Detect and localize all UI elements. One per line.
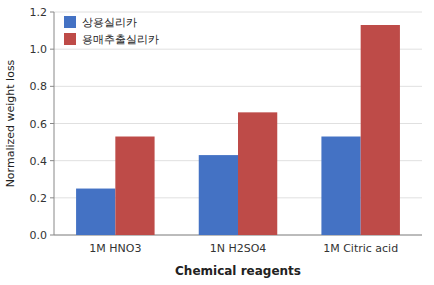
- y-tick-label: 0.8: [30, 80, 48, 93]
- legend-label: 상용실리카: [82, 16, 137, 29]
- x-tick-label: 1M Citric acid: [323, 242, 398, 255]
- y-tick-label: 1.0: [30, 43, 48, 56]
- y-axis-line: [54, 12, 55, 235]
- y-tick: [50, 49, 54, 50]
- bar: [321, 137, 360, 235]
- x-tick-label: 1M HNO3: [89, 242, 141, 255]
- bar: [361, 25, 400, 235]
- chart-container: 0.0 0.2 0.4 0.6 0.8 1.0 1.2 1M HNO3 1N H2SO4 1M C…: [0, 0, 434, 285]
- y-tick-label: 1.2: [30, 6, 48, 19]
- legend-label: 용매추출실리카: [82, 33, 159, 46]
- x-tick-label: 1N H2SO4: [210, 242, 267, 255]
- bars: [76, 25, 400, 235]
- legend-swatch: [64, 16, 76, 28]
- y-tick: [50, 235, 54, 236]
- chart-svg: 0.0 0.2 0.4 0.6 0.8 1.0 1.2 1M HNO3 1N H2SO4 1M C…: [0, 0, 434, 285]
- x-axis: 1M HNO3 1N H2SO4 1M Citric acid: [89, 242, 398, 255]
- y-tick: [50, 12, 54, 13]
- y-tick-label: 0.0: [30, 229, 48, 242]
- y-tick-label: 0.4: [30, 155, 48, 168]
- x-axis-title: Chemical reagents: [175, 264, 301, 278]
- legend-swatch: [64, 33, 76, 45]
- legend-item: 용매추출실리카: [64, 33, 159, 46]
- y-tick: [50, 160, 54, 161]
- y-axis-title: Normalized weight loss: [4, 59, 17, 187]
- y-tick: [50, 123, 54, 124]
- bar: [238, 112, 277, 235]
- y-tick-label: 0.6: [30, 118, 48, 131]
- y-tick-label: 0.2: [30, 192, 48, 205]
- bar: [199, 155, 238, 235]
- y-axis: 0.0 0.2 0.4 0.6 0.8 1.0 1.2: [30, 6, 423, 242]
- bar: [115, 137, 154, 235]
- bar: [76, 189, 115, 235]
- y-tick: [50, 197, 54, 198]
- legend-item: 상용실리카: [64, 16, 137, 29]
- y-tick: [50, 86, 54, 87]
- legend: 상용실리카용매추출실리카: [64, 16, 159, 46]
- grid-line: [54, 12, 422, 13]
